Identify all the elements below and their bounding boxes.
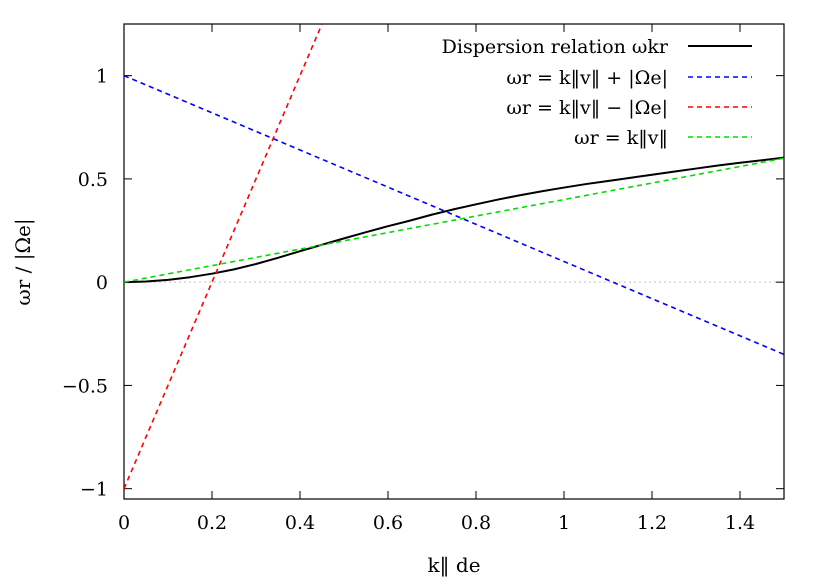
series-line-4	[124, 157, 784, 283]
x-tick-label: 1	[558, 512, 570, 534]
x-tick-label: 0	[118, 512, 130, 534]
series-line-3	[124, 24, 323, 489]
axis-ticks: 0 0.2 0.4 0.6 0.8 1 1.2 1.4 −1 −0.5 0 0.5 1	[62, 24, 784, 534]
y-tick-label: 0	[96, 272, 108, 294]
y-tick-label: 1	[96, 66, 108, 88]
series-line-2	[124, 74, 784, 356]
x-tick-label: 0.6	[373, 512, 403, 534]
legend-label-3: ωr = k‖v‖ − |Ωe|	[506, 97, 668, 119]
y-axis-label: ωr / |Ωe|	[11, 218, 36, 305]
plot-frame	[123, 23, 785, 500]
x-tick-label: 1.4	[725, 512, 755, 534]
y-tick-label: −1	[80, 479, 108, 501]
x-tick-label: 0.8	[461, 512, 491, 534]
legend-label-4: ωr = k‖v‖	[574, 127, 668, 149]
x-tick-label: 1.2	[637, 512, 667, 534]
legend: Dispersion relation ωkr ωr = k‖v‖ + |Ωe| ω…	[442, 36, 752, 149]
legend-label-1: Dispersion relation ωkr	[442, 36, 669, 58]
x-tick-label: 0.4	[285, 512, 315, 534]
series-group	[124, 24, 784, 489]
y-tick-label: 0.5	[78, 169, 108, 191]
series-line-1	[124, 156, 784, 284]
legend-label-2: ωr = k‖v‖ + |Ωe|	[506, 67, 668, 89]
x-tick-label: 0.2	[197, 512, 227, 534]
y-tick-label: −0.5	[62, 375, 108, 397]
x-axis-label: k‖ de	[427, 553, 480, 578]
